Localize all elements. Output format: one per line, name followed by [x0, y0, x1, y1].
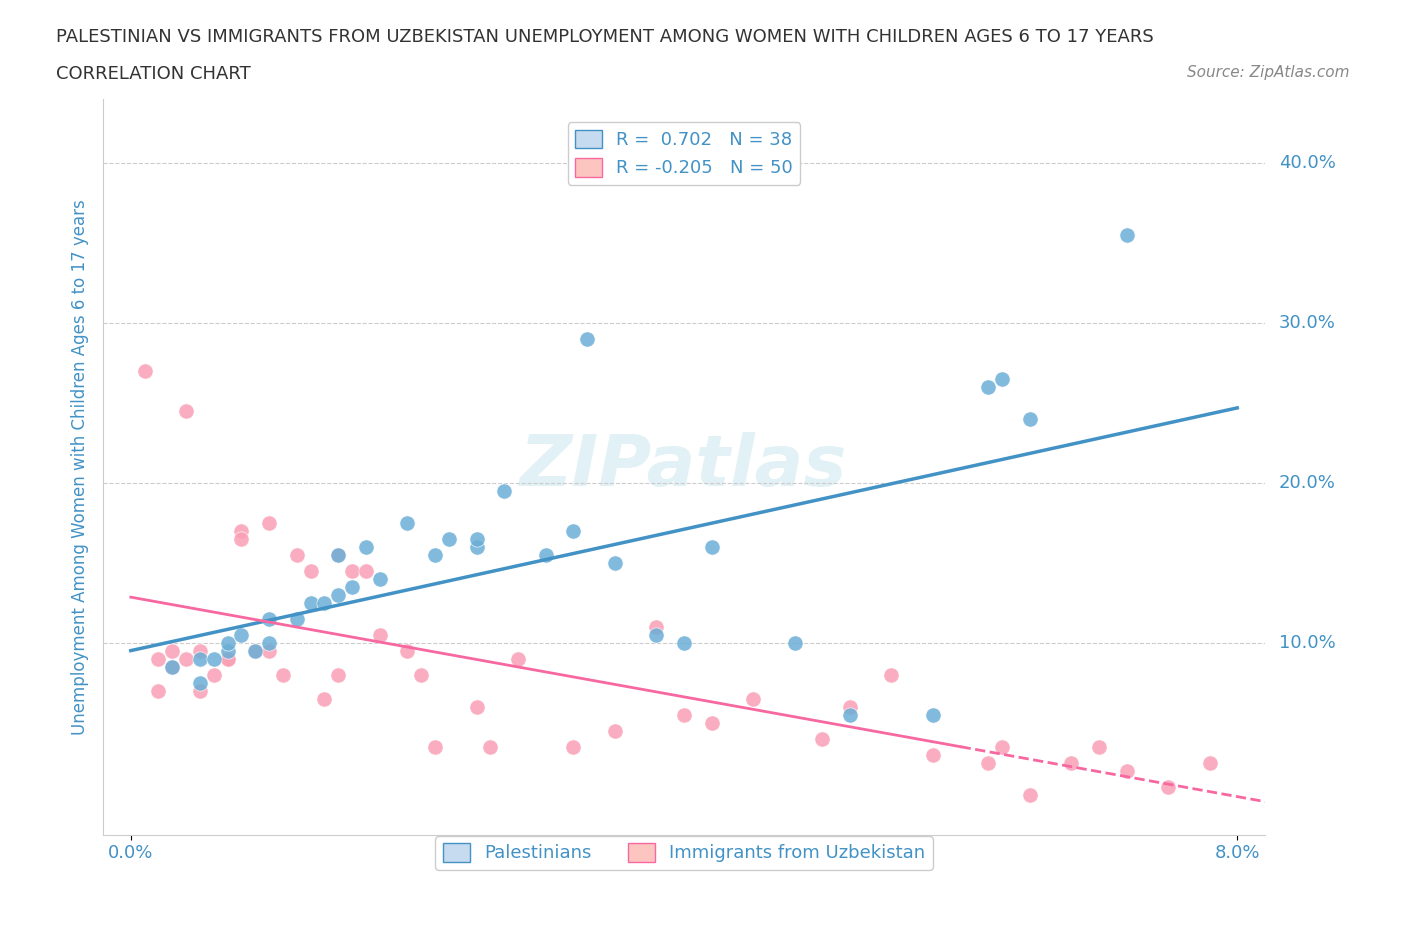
Point [1018, 411, 1040, 426]
Point [991, 739, 1014, 754]
Point [494, 484, 516, 498]
Point [839, 699, 862, 714]
Point [368, 571, 391, 586]
Point [271, 667, 294, 682]
Point [299, 595, 322, 610]
Point [231, 627, 253, 642]
Point [217, 644, 239, 658]
Point [465, 539, 488, 554]
Point [562, 524, 585, 538]
Point [700, 715, 723, 730]
Point [328, 547, 350, 562]
Point [534, 547, 557, 562]
Point [423, 547, 446, 562]
Point [645, 627, 668, 642]
Point [188, 675, 211, 690]
Point [423, 739, 446, 754]
Point [188, 684, 211, 698]
Point [162, 659, 184, 674]
Point [437, 531, 460, 546]
Point [673, 635, 696, 650]
Point [299, 564, 322, 578]
Text: ZIPatlas: ZIPatlas [520, 432, 848, 501]
Point [1088, 739, 1111, 754]
Text: Source: ZipAtlas.com: Source: ZipAtlas.com [1187, 65, 1350, 80]
Point [148, 651, 170, 666]
Text: 20.0%: 20.0% [1278, 473, 1336, 492]
Point [162, 644, 184, 658]
Point [340, 579, 363, 594]
Point [1060, 755, 1083, 770]
Point [188, 651, 211, 666]
Point [922, 747, 945, 762]
Point [328, 587, 350, 602]
Point [314, 595, 336, 610]
Point [742, 691, 765, 706]
Point [991, 371, 1014, 386]
Point [396, 644, 419, 658]
Point [783, 635, 806, 650]
Point [1115, 227, 1137, 242]
Point [368, 627, 391, 642]
Point [465, 699, 488, 714]
Point [411, 667, 433, 682]
Point [576, 331, 599, 346]
Y-axis label: Unemployment Among Women with Children Ages 6 to 17 years: Unemployment Among Women with Children A… [72, 199, 89, 735]
Point [162, 659, 184, 674]
Point [922, 707, 945, 722]
Point [1018, 787, 1040, 802]
Point [1198, 755, 1220, 770]
Point [231, 531, 253, 546]
Text: CORRELATION CHART: CORRELATION CHART [56, 65, 252, 83]
Point [645, 619, 668, 634]
Point [134, 364, 156, 379]
Point [465, 531, 488, 546]
Text: 30.0%: 30.0% [1278, 313, 1336, 332]
Text: 40.0%: 40.0% [1278, 153, 1336, 172]
Point [202, 667, 225, 682]
Point [231, 524, 253, 538]
Point [354, 564, 377, 578]
Point [202, 651, 225, 666]
Point [314, 691, 336, 706]
Point [245, 644, 267, 658]
Point [673, 707, 696, 722]
Point [977, 379, 1000, 394]
Point [257, 611, 280, 626]
Point [1157, 779, 1180, 794]
Point [257, 515, 280, 530]
Point [811, 731, 834, 746]
Point [562, 739, 585, 754]
Point [354, 539, 377, 554]
Point [148, 684, 170, 698]
Point [285, 547, 308, 562]
Point [217, 651, 239, 666]
Point [479, 739, 502, 754]
Point [257, 635, 280, 650]
Point [174, 651, 197, 666]
Text: 10.0%: 10.0% [1278, 633, 1336, 652]
Point [285, 611, 308, 626]
Legend: Palestinians, Immigrants from Uzbekistan: Palestinians, Immigrants from Uzbekistan [436, 836, 932, 870]
Point [217, 635, 239, 650]
Point [217, 651, 239, 666]
Point [506, 651, 529, 666]
Point [396, 515, 419, 530]
Point [880, 667, 903, 682]
Point [603, 724, 626, 738]
Point [1115, 764, 1137, 778]
Point [839, 707, 862, 722]
Text: PALESTINIAN VS IMMIGRANTS FROM UZBEKISTAN UNEMPLOYMENT AMONG WOMEN WITH CHILDREN: PALESTINIAN VS IMMIGRANTS FROM UZBEKISTA… [56, 28, 1154, 46]
Point [603, 555, 626, 570]
Point [340, 564, 363, 578]
Point [174, 404, 197, 418]
Point [700, 539, 723, 554]
Point [328, 547, 350, 562]
Point [328, 667, 350, 682]
Point [257, 644, 280, 658]
Point [245, 644, 267, 658]
Point [977, 755, 1000, 770]
Point [188, 644, 211, 658]
